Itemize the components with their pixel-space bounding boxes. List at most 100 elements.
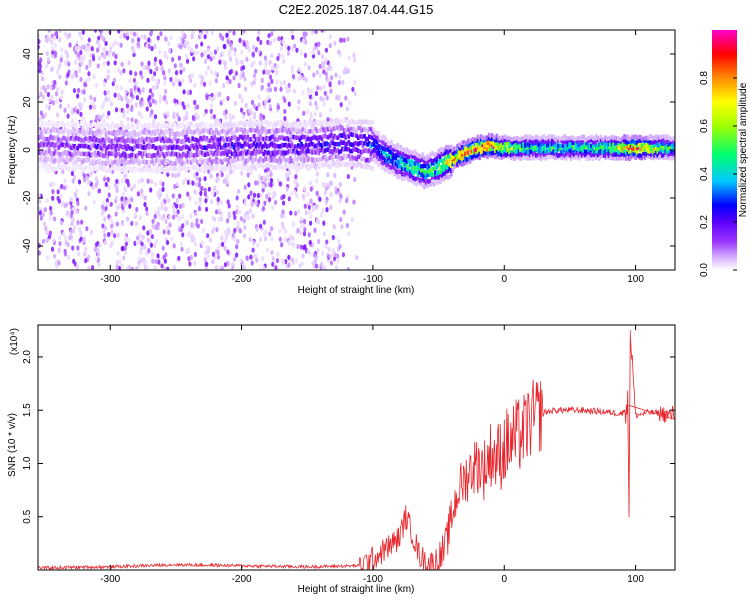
spectrogram-ridge-cell [207,151,210,157]
spectrogram-ridge-cell [59,143,62,148]
spectrogram-noise-cell [312,204,316,211]
spectrogram-ridge-cell [511,140,515,146]
spectrogram-ridge-cell [352,161,355,166]
spectrogram-ridge-cell [159,138,163,143]
spectrogram-ridge-cell [539,156,543,162]
spectrogram-ridge-cell [610,142,614,147]
spectrogram-noise-cell [116,232,120,238]
spectrogram-ridge-cell [303,144,306,150]
spectrogram-ridge-cell [100,130,103,135]
spectrogram-noise-cell [200,218,204,225]
spectrogram-noise-cell [81,116,85,122]
spectrogram-noise-cell [189,78,193,84]
spectrogram-ridge-cell [90,159,94,164]
spectrogram-ridge-cell [303,135,306,140]
spectrogram-ridge-cell [73,144,76,149]
spectrogram-noise-cell [126,216,130,222]
spectrogram-ridge-cell [103,143,106,148]
spectrogram-ridge-cell [79,151,83,157]
spectrogram-ridge-cell [259,149,262,154]
spectrogram-ridge-cell [251,158,254,164]
spectrogram-noise-cell [328,34,332,40]
spectrogram-noise-cell [224,114,228,120]
spectrogram-ridge-cell [161,160,165,165]
spectrogram-ridge-cell [360,134,363,139]
spectrogram-noise-cell [66,242,70,248]
spectrogram-ridge-cell [118,159,122,165]
spectrogram-ridge-cell [49,142,53,148]
spectrogram-noise-cell [329,180,333,186]
spectrogram-noise-cell [205,261,209,267]
spectrogram-noise-cell [346,68,351,74]
spectrogram-ridge-cell [125,125,128,130]
spectrogram-ridge-cell [115,165,119,170]
spectrogram-ridge-cell [374,130,377,135]
spectrogram-ridge-cell [591,140,595,145]
spectrogram-noise-cell [70,210,74,216]
spectrogram-ridge-cell [334,148,338,154]
spectrogram-ridge-cell [383,167,387,173]
spectrogram-noise-cell [193,251,197,257]
spectrogram-ridge-cell [62,164,65,169]
spectrogram-noise-cell [153,43,157,50]
spectrogram-ridge-cell [402,176,406,181]
spectrogram-ridge-cell [293,135,297,140]
spectrogram-noise-cell [126,116,130,122]
spectrogram-noise-cell [116,41,120,47]
spectrogram-ridge-cell [361,143,365,149]
spectrogram-ridge-cell [468,142,472,147]
spectrogram-noise-cell [67,61,71,67]
spectrogram-ridge-cell [372,132,376,137]
spectrogram-ridge-cell [262,122,265,128]
spectrogram-ridge-cell [312,127,316,132]
spectrogram-ridge-cell [298,156,302,161]
spectrogram-ridge-cell [219,159,223,164]
spectrogram-ridge-cell [44,121,48,126]
spectrogram-ridge-cell [276,163,280,168]
spectrogram-noise-cell [189,255,193,261]
spectrogram-noise-cell [262,219,266,225]
spectrogram-ridge-cell [358,161,362,167]
spectrogram-noise-cell [103,90,107,96]
spectrogram-noise-cell [129,30,133,36]
spectrogram-ridge-cell [572,136,576,142]
spectrogram-ridge-cell [273,165,277,170]
spectrogram-ridge-cell [576,146,579,151]
spectrogram-noise-cell [165,193,169,199]
spectrogram-ridge-cell [191,131,195,136]
spectrogram-ridge-cell [467,156,470,162]
spectrogram-ridge-cell [585,137,589,142]
spectrogram-noise-cell [97,188,102,194]
spectrogram-noise-cell [116,250,120,256]
spectrogram-ridge-cell [582,134,585,140]
spectrogram-noise-cell [218,59,222,65]
spectrogram-ridge-cell [495,145,499,150]
spectrogram-ridge-cell [229,144,232,150]
spectrogram-ridge-cell [642,150,645,156]
spectrogram-ridge-cell [418,177,422,183]
spectrogram-ridge-cell [63,123,67,128]
spectrogram-noise-cell [245,56,249,62]
spectrogram-ridge-cell [41,135,45,140]
spectrogram-ridge-cell [393,172,396,177]
spectrogram-ridge-cell [539,153,543,158]
spectrogram-ridge-cell [282,150,286,155]
spectrogram-noise-cell [198,201,202,208]
spectrogram-ridge-cell [115,161,119,166]
spectrogram-ridge-cell [390,150,393,155]
spectrogram-ridge-cell [549,136,552,142]
spectrogram-ridge-cell [125,153,128,159]
spectrogram-ridge-cell [65,138,68,143]
spectrogram-ridge-cell [227,136,231,141]
spectrogram-ridge-cell [500,152,503,158]
spectrogram-noise-cell [129,98,133,104]
spectrogram-noise-cell [144,64,148,71]
spectrogram-noise-cell [128,203,132,209]
spectrogram-noise-cell [77,31,82,37]
spectrogram-ridge-cell [599,148,603,154]
spectrogram-ridge-cell [131,139,135,144]
spectrogram-ridge-cell [459,150,462,156]
spectrogram-ridge-cell [306,136,310,142]
spectrogram-ridge-cell [303,163,306,168]
spectrogram-ridge-cell [180,154,184,159]
